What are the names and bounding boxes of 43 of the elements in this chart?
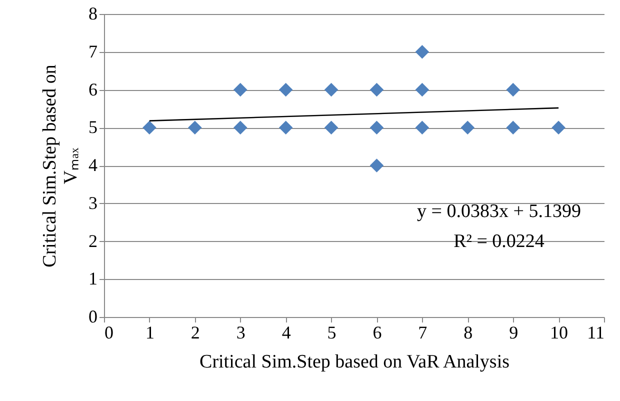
x-tick-label: 2 — [190, 322, 200, 342]
point — [370, 82, 384, 97]
point — [370, 158, 384, 172]
annotation: y = 0.0383x + 5.1399 — [417, 201, 581, 222]
y-tick-label: 8 — [88, 4, 98, 24]
point — [233, 120, 248, 135]
x-tick-label: 1 — [145, 322, 154, 342]
y-tick-label: 1 — [88, 268, 98, 289]
x-tick-label: 0 — [104, 322, 114, 342]
point — [506, 82, 520, 97]
x-tick-label: 10 — [550, 322, 568, 342]
y-tick-label: 7 — [88, 41, 98, 62]
point — [142, 120, 156, 135]
y-tick-label: 5 — [88, 117, 98, 138]
y-tick-label: 3 — [88, 192, 98, 213]
x-tick-label: 9 — [509, 322, 518, 342]
annotation: R² = 0.0224 — [454, 231, 545, 252]
point — [552, 120, 566, 135]
point — [415, 44, 430, 59]
x-tick-label: 11 — [587, 322, 604, 342]
point — [188, 120, 202, 135]
point — [324, 82, 338, 97]
point — [506, 120, 520, 135]
x-tick-label: 4 — [282, 322, 291, 342]
point — [370, 120, 384, 135]
x-tick-label: 8 — [464, 322, 473, 342]
y-tick-label: 4 — [88, 155, 98, 175]
x-tick-label: 5 — [327, 322, 336, 342]
y-tick-label: 6 — [88, 79, 98, 100]
y-tick-label: 0 — [88, 306, 98, 326]
point — [278, 82, 293, 97]
point — [278, 120, 293, 135]
point — [460, 120, 475, 135]
point — [415, 120, 430, 135]
y-tick-label: 2 — [88, 230, 98, 251]
x-axis-title: Critical Sim.Step based on VaR Analysis — [200, 352, 510, 372]
x-tick-label: 6 — [372, 322, 382, 342]
point — [324, 120, 338, 135]
point — [415, 82, 430, 97]
x-tick-label: 7 — [418, 322, 428, 342]
x-tick-label: 3 — [236, 322, 246, 342]
point — [233, 82, 248, 97]
y-axis-title: Critical Sim.Step based on Vₘₐₓ — [40, 64, 82, 268]
